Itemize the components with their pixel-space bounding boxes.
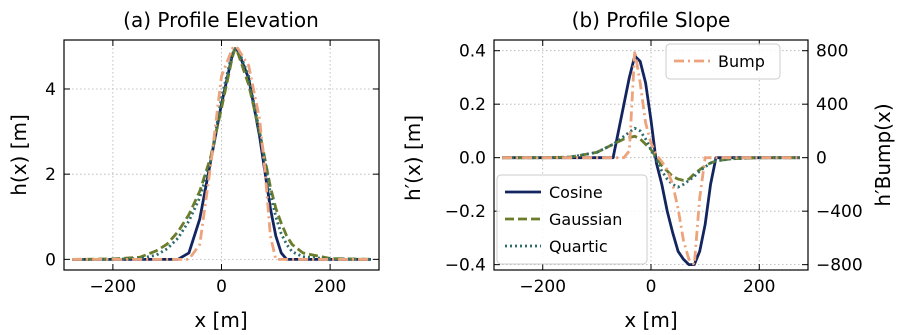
panel-a-series-quartic <box>72 45 371 261</box>
panel-b-ticks: −200 0 200 −0.4 −0.2 0.0 0.2 0.4 −800 −400 0 400 800 <box>445 40 863 297</box>
panel-a-ytick-label-4: 4 <box>45 80 56 100</box>
panel-b-legends: Cosine Gaussian Quartic Bump <box>496 43 781 265</box>
panel-b-y2tick-label-800: −800 <box>816 256 863 276</box>
panel-b-y2tick-label-0: 0 <box>816 149 827 169</box>
panel-b-series-bump <box>502 49 800 267</box>
panel-a-ytick-label-2: 2 <box>45 165 56 185</box>
legend-left-box <box>496 174 648 265</box>
panel-a-lines <box>72 44 371 261</box>
panel-b-y2tick-label-400: 400 <box>816 95 848 115</box>
panel-b-y2tick-label-400: −400 <box>816 202 863 222</box>
panel-b-ytick-label-0: 0.0 <box>459 149 486 169</box>
panel-a-xtick-label-200: −200 <box>90 277 137 297</box>
panel-b-title: (b) Profile Slope <box>572 8 731 32</box>
panel-a-ticks: −200 0 200 0 2 4 <box>45 40 379 297</box>
panel-a-ylabel: h(x) [m] <box>7 114 31 196</box>
panel-b-ytick-label-0-2: −0.2 <box>445 202 486 222</box>
panel-b-ytick-label-0-4: −0.4 <box>445 256 486 276</box>
panel-a-xlabel: x [m] <box>194 308 247 332</box>
panel-b-ytick-label-0-4: 0.4 <box>459 42 486 62</box>
legend-right-box <box>665 43 781 80</box>
legend-right-label-bump: Bump <box>718 52 765 71</box>
panel-b-xtick-label-200: 200 <box>743 277 775 297</box>
panel-b-ylabel: h′(x) [m] <box>401 115 425 201</box>
panel-b-ytick-label-0-2: 0.2 <box>459 95 486 115</box>
panel-b-xtick-label-0: 0 <box>646 277 657 297</box>
legend-left-label-gaussian: Gaussian <box>549 210 622 229</box>
panel-a-series-gaussian <box>72 47 371 261</box>
legend-left-label-quartic: Quartic <box>549 237 608 256</box>
panel-b-lines <box>502 49 800 267</box>
panel-a-xtick-label-0: 0 <box>216 277 227 297</box>
panel-a-ytick-label-0: 0 <box>45 250 56 270</box>
legend-left-label-cosine: Cosine <box>549 183 603 202</box>
panel-b-series-quartic <box>502 126 800 189</box>
panel-b-y2tick-label-800: 800 <box>816 42 848 62</box>
panel-a-title: (a) Profile Elevation <box>123 8 319 32</box>
panel-b-xlabel: x [m] <box>624 308 677 332</box>
panel-a-series-bump <box>72 44 371 261</box>
panel-profile-slope: (b) Profile Slope −200 0 200 −0.4 −0.2 0.0 0.2… <box>401 8 895 332</box>
panel-b-xtick-label-200: −200 <box>519 277 566 297</box>
panel-a-xtick-label-200: 200 <box>314 277 346 297</box>
panel-b-y2label: h′Bump(x) <box>871 103 895 206</box>
